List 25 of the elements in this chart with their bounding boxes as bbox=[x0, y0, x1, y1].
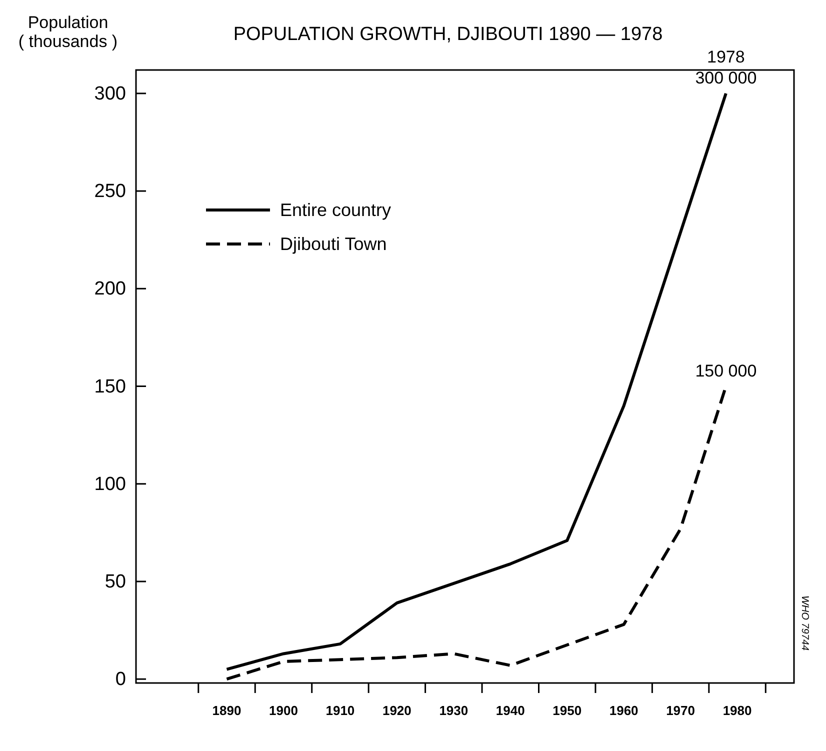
y-tick-label: 300 bbox=[94, 83, 126, 104]
annotation: 150 000 bbox=[695, 361, 757, 380]
x-tick-label: 1910 bbox=[326, 703, 355, 718]
x-tick-label: 1920 bbox=[382, 703, 412, 718]
x-tick-label: 1950 bbox=[552, 703, 582, 718]
x-tick-label: 1900 bbox=[269, 703, 298, 718]
annotation: 1978 300 000 bbox=[695, 47, 757, 88]
y-tick-label: 200 bbox=[94, 278, 126, 300]
text: WHO 79744 bbox=[799, 595, 810, 651]
legend-label: Djibouti Town bbox=[280, 234, 387, 254]
x-tick-label: 1960 bbox=[609, 703, 638, 718]
x-tick-label: 1890 bbox=[212, 703, 242, 718]
line-series bbox=[225, 92, 728, 671]
x-tick-label: 1930 bbox=[439, 703, 468, 718]
x-tick-label: 1940 bbox=[496, 703, 525, 718]
y-tick-label: 250 bbox=[94, 181, 126, 202]
y-tick-label: 50 bbox=[104, 571, 126, 592]
y-axis-title: Population ( thousands ) bbox=[18, 13, 118, 51]
x-tick-label: 1980 bbox=[722, 703, 752, 718]
legend-label: Entire country bbox=[280, 200, 392, 220]
x-tick-label: 1970 bbox=[666, 703, 696, 718]
y-tick-label: 0 bbox=[115, 669, 126, 690]
y-tick-label: 100 bbox=[94, 474, 126, 495]
chart-title: POPULATION GROWTH, DJIBOUTI 1890 — 1978 bbox=[233, 24, 663, 45]
y-tick-label: 150 bbox=[94, 376, 126, 398]
